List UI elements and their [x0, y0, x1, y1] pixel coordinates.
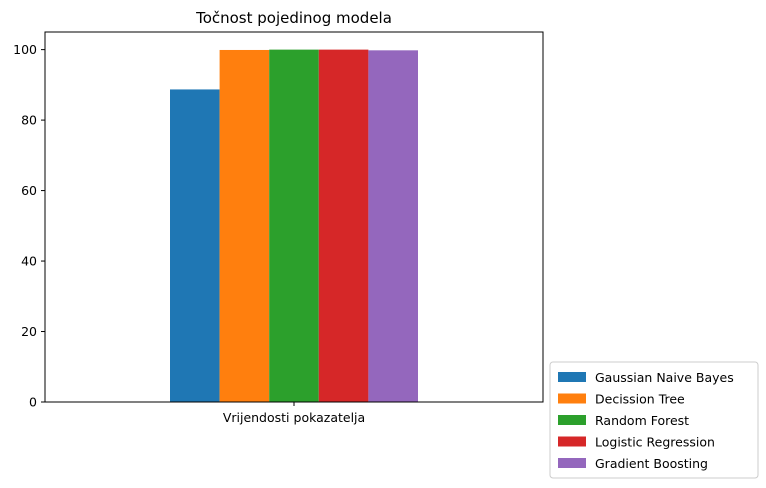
- bar-gaussian-naive-bayes: [170, 89, 220, 402]
- legend-swatch: [558, 436, 586, 447]
- legend-label: Random Forest: [595, 413, 689, 428]
- legend-label: Gradient Boosting: [595, 456, 708, 471]
- legend-label: Decission Tree: [595, 392, 685, 407]
- legend-swatch: [558, 458, 586, 468]
- bar-random-forest: [269, 49, 319, 402]
- axes: 0 20 40 60 80 100 Vrijendosti pokazatelja: [13, 31, 544, 425]
- y-tick-label: 100: [13, 42, 37, 57]
- bar-logistic-regression: [318, 49, 369, 402]
- y-tick-label: 80: [21, 113, 37, 128]
- legend-swatch: [558, 393, 586, 404]
- legend-swatch: [558, 372, 586, 382]
- chart-title: Točnost pojedinog modela: [195, 9, 392, 27]
- legend-box: [549, 361, 759, 479]
- bar-decission-tree: [219, 49, 270, 402]
- legend-swatch: [558, 415, 586, 425]
- bar-gradient-boosting: [368, 50, 418, 402]
- x-tick-label: Vrijendosti pokazatelja: [223, 410, 365, 425]
- legend-label: Gaussian Naive Bayes: [595, 370, 734, 385]
- y-tick-label: 40: [21, 254, 37, 269]
- y-tick-label: 60: [21, 183, 37, 198]
- y-tick-label: 0: [29, 395, 37, 410]
- y-tick-label: 20: [21, 324, 37, 339]
- plot-area: [170, 49, 418, 402]
- legend: Gaussian Naive Bayes Decission Tree Random…: [549, 361, 759, 479]
- legend-label: Logistic Regression: [595, 435, 715, 450]
